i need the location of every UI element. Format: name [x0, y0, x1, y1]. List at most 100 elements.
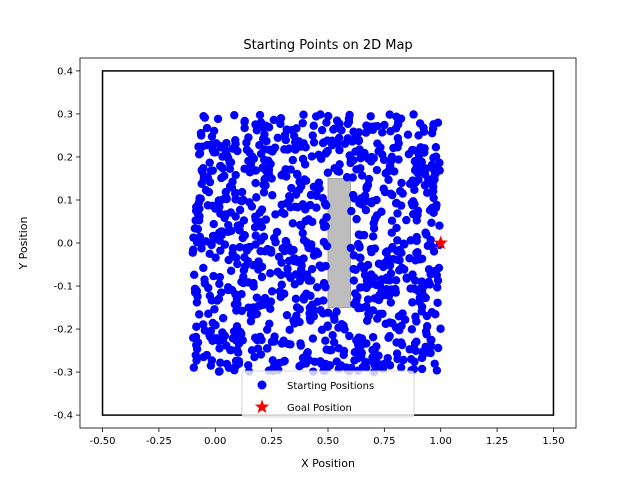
data-point — [252, 309, 262, 319]
data-point — [393, 236, 402, 245]
data-point — [271, 238, 280, 247]
data-point — [267, 287, 277, 296]
data-point — [374, 147, 383, 156]
data-point — [339, 321, 348, 330]
data-point — [384, 175, 393, 185]
data-point — [257, 222, 267, 232]
data-point — [189, 270, 199, 280]
data-point — [237, 290, 246, 299]
data-point — [352, 214, 361, 224]
data-point — [393, 134, 403, 143]
data-point — [302, 238, 312, 247]
data-point — [435, 221, 444, 230]
data-point — [363, 260, 373, 270]
data-point — [258, 300, 267, 309]
data-point — [195, 149, 205, 158]
data-point — [228, 244, 238, 253]
data-point — [188, 333, 198, 342]
data-point — [366, 112, 375, 121]
data-point — [224, 255, 233, 265]
data-point — [252, 193, 261, 202]
data-point — [200, 275, 209, 284]
data-point — [431, 143, 441, 152]
data-point — [249, 303, 258, 312]
data-point — [385, 331, 394, 341]
data-point — [295, 305, 304, 314]
data-point — [257, 335, 266, 345]
data-point — [291, 294, 301, 304]
x-axis: -0.50 -0.25 0.00 0.25 0.50 0.75 1.00 1.25 1.50 — [90, 428, 565, 447]
data-point — [209, 271, 218, 281]
data-point — [223, 283, 233, 292]
data-point — [252, 293, 262, 302]
data-point — [301, 359, 311, 368]
data-point — [192, 344, 202, 354]
data-point — [217, 288, 226, 297]
data-point — [395, 245, 404, 255]
x-tick-label: 1.25 — [486, 436, 508, 447]
data-point — [385, 261, 395, 270]
data-point — [251, 166, 261, 175]
y-tick-label: 0.0 — [57, 239, 73, 250]
data-point — [205, 158, 214, 167]
data-point — [430, 359, 439, 368]
data-point — [259, 188, 269, 197]
data-point — [313, 249, 323, 258]
data-point — [233, 259, 242, 269]
data-point — [199, 320, 208, 329]
data-point — [216, 358, 225, 367]
data-point — [349, 251, 359, 260]
data-point — [317, 125, 327, 135]
data-point — [308, 217, 317, 227]
data-point — [205, 291, 215, 300]
data-point — [347, 206, 356, 216]
data-point — [405, 179, 415, 189]
data-point — [239, 195, 248, 205]
data-point — [422, 188, 432, 197]
data-point — [273, 267, 282, 277]
data-point — [322, 118, 331, 127]
data-point — [192, 237, 202, 247]
data-point — [416, 145, 426, 155]
data-point — [280, 209, 289, 219]
data-point — [282, 172, 291, 181]
data-point — [400, 265, 409, 274]
data-point — [335, 160, 344, 169]
data-point — [251, 212, 260, 221]
data-point — [387, 216, 397, 225]
data-point — [309, 138, 319, 147]
data-point — [403, 130, 413, 139]
data-point — [274, 252, 284, 262]
y-tick-label: -0.1 — [53, 282, 73, 293]
data-point — [240, 262, 250, 271]
data-point — [378, 128, 387, 137]
data-point — [220, 171, 229, 181]
data-point — [244, 156, 253, 166]
data-point — [381, 248, 391, 257]
data-point — [291, 190, 301, 199]
data-point — [429, 193, 438, 203]
data-point — [253, 344, 263, 353]
data-point — [215, 272, 225, 282]
data-point — [396, 363, 406, 372]
data-point — [397, 178, 406, 188]
data-point — [373, 139, 382, 148]
data-point — [212, 296, 222, 305]
data-point — [407, 325, 417, 334]
data-point — [208, 318, 217, 328]
data-point — [208, 166, 217, 175]
data-point — [270, 143, 280, 152]
data-point — [299, 110, 308, 119]
data-point — [394, 312, 404, 321]
data-point — [385, 110, 394, 119]
data-point — [285, 325, 294, 335]
data-point — [259, 180, 268, 190]
data-point — [312, 283, 322, 292]
data-point — [417, 302, 427, 312]
data-point — [282, 310, 292, 320]
y-tick-label: 0.3 — [57, 109, 73, 120]
data-point — [409, 146, 418, 155]
data-point — [194, 310, 204, 319]
data-point — [386, 127, 395, 136]
data-point — [260, 130, 269, 139]
